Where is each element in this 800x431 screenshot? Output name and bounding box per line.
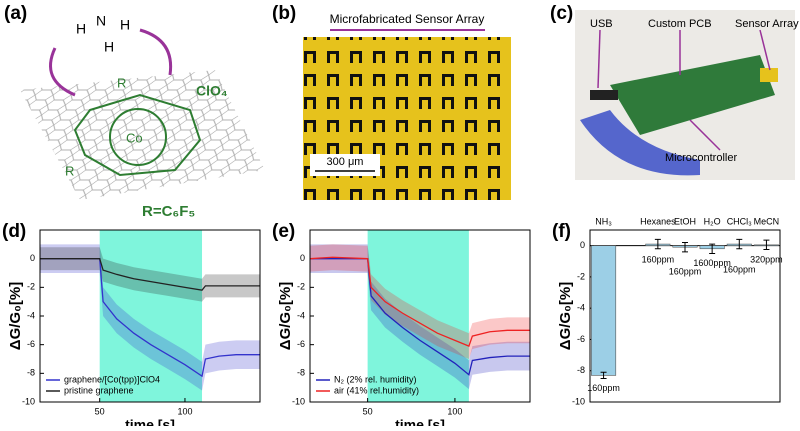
highlight — [99, 230, 203, 402]
error-bar — [654, 238, 661, 250]
y-tick-label: -6 — [27, 339, 35, 349]
plot-frame — [39, 229, 261, 403]
atom: N — [96, 13, 106, 29]
y-tick-label: -10 — [572, 396, 585, 406]
error-band — [310, 244, 530, 390]
category-label: NH₃ — [595, 216, 612, 226]
concentration-label: 160ppm — [723, 265, 756, 275]
r-group: R — [117, 75, 126, 90]
panel-label: (e) — [272, 221, 295, 242]
error-bar — [682, 242, 688, 253]
arrow — [139, 28, 173, 76]
graphene-sheet — [20, 70, 265, 200]
x-axis-label: time [s] — [125, 417, 175, 426]
x-tick-label: 50 — [95, 406, 105, 416]
legend-label: N₂ (2% rel. humidity) — [334, 374, 417, 384]
category-label: MeCN — [754, 216, 780, 226]
atom: H — [104, 39, 114, 55]
plot-frame — [309, 229, 531, 403]
line — [309, 256, 530, 347]
arrow — [49, 47, 76, 97]
y-tick-label: -6 — [577, 334, 585, 344]
bar — [591, 245, 617, 376]
panel-label: (d) — [2, 221, 26, 242]
y-tick-label: -4 — [27, 310, 35, 320]
y-axis-label: ΔG/G₀[%] — [557, 282, 574, 350]
line — [40, 258, 260, 291]
panel-label: (c) — [550, 3, 573, 24]
category-label: EtOH — [674, 216, 696, 226]
concentration-label: 320ppm — [750, 255, 783, 265]
concentration-label: 1600ppm — [693, 258, 731, 268]
y-tick-label: -8 — [297, 368, 305, 378]
category-label: Hexanes — [640, 216, 676, 226]
y-axis-label: ΔG/G₀[%] — [7, 282, 24, 350]
sensor — [760, 68, 778, 82]
y-tick-label: -8 — [577, 365, 585, 375]
legend-label: graphene/[Co(tpp)]ClO4 — [64, 374, 160, 384]
y-tick-label: -2 — [27, 282, 35, 292]
panel-title: Microfabricated Sensor Array — [330, 12, 485, 26]
substituent: R=C₆F₅ — [142, 203, 195, 220]
atom: H — [120, 17, 130, 33]
highlight — [367, 230, 469, 402]
legend-label: pristine graphene — [64, 385, 134, 395]
legend-label: air (41% rel.humidity) — [334, 385, 419, 395]
panel-label: (f) — [552, 221, 571, 242]
x-tick-label: 100 — [447, 406, 462, 416]
y-tick-label: -6 — [297, 339, 305, 349]
y-axis-label: ΔG/G₀[%] — [277, 282, 294, 350]
y-tick-label: -10 — [22, 396, 35, 406]
error-band — [40, 244, 260, 391]
y-tick-label: -10 — [292, 396, 305, 406]
y-tick-label: 0 — [580, 240, 585, 250]
counterion: ClO₄ — [196, 83, 228, 99]
concentration-label: 160ppm — [669, 266, 702, 276]
x-axis-label: time [s] — [395, 417, 445, 426]
concentration-label: 160ppm — [587, 383, 620, 393]
error-bar — [709, 243, 716, 254]
scale-label: 300 μm — [327, 156, 364, 168]
error-bar — [600, 371, 607, 380]
x-tick-label: 50 — [363, 406, 373, 416]
error-bar — [763, 239, 770, 251]
hand — [580, 110, 700, 176]
panel-label: (a) — [4, 3, 27, 24]
line — [40, 258, 260, 378]
y-tick-label: 0 — [300, 253, 305, 263]
atom: H — [76, 21, 86, 37]
error-bar — [736, 238, 743, 250]
callout: Microcontroller — [665, 152, 737, 164]
callout-lines — [597, 29, 771, 151]
y-tick-label: -8 — [27, 368, 35, 378]
y-tick-label: -4 — [297, 310, 305, 320]
error-band — [40, 247, 260, 302]
callout: USB — [590, 18, 613, 30]
plot-frame — [589, 229, 781, 403]
callout: Sensor Array — [735, 18, 799, 30]
metal: Co — [126, 130, 143, 145]
x-tick-label: 100 — [177, 406, 192, 416]
y-tick-label: -2 — [577, 271, 585, 281]
pcb — [610, 55, 775, 135]
error-band — [310, 244, 530, 359]
usb — [590, 90, 618, 100]
callout: Custom PCB — [648, 18, 712, 30]
category-label: CHCl₃ — [727, 216, 752, 226]
category-label: H₂O — [704, 216, 721, 226]
y-tick-label: 0 — [30, 253, 35, 263]
concentration-label: 160ppm — [642, 255, 675, 265]
panel-label: (b) — [272, 3, 296, 24]
r-group: R — [65, 163, 74, 178]
y-tick-label: -4 — [577, 303, 585, 313]
porphyrin — [73, 93, 202, 177]
y-tick-label: -2 — [297, 282, 305, 292]
